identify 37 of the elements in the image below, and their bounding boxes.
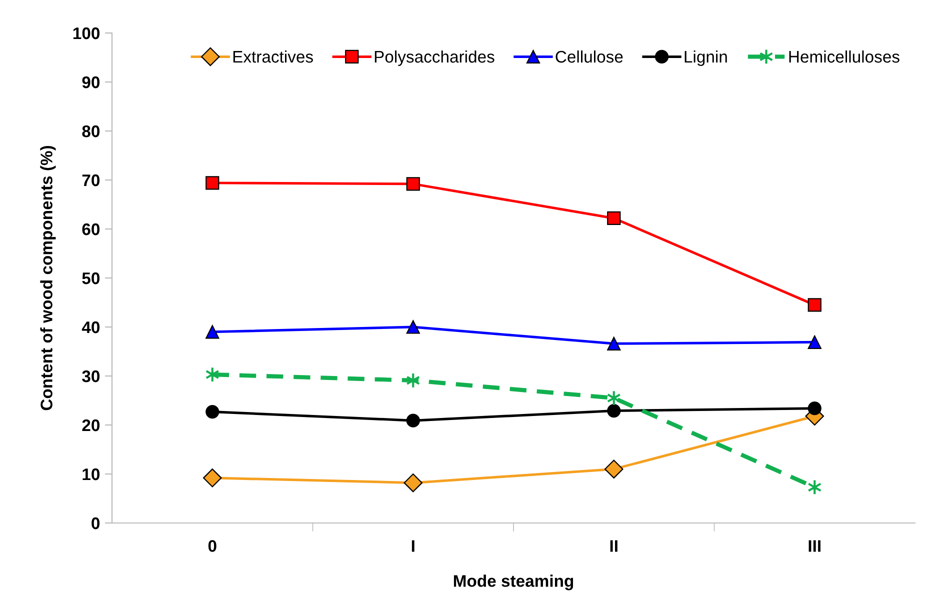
x-tick-label: I [412,540,414,552]
y-tick-label: 100 [73,27,100,40]
point [808,298,822,312]
point [202,468,222,488]
y-tick-label: 70 [82,174,100,186]
legend-label: Polysaccharides [374,50,494,66]
y-tick-label: 90 [82,76,100,88]
y-axis-title: Content of wood components (%) [40,146,56,410]
legend-label: Lignin [684,50,727,66]
point [607,211,621,226]
y-tick-label: 30 [82,370,100,382]
y-tick-label: 0 [92,517,100,530]
point [604,460,624,478]
y-tick-label: 60 [82,223,100,236]
legend-label: Cellulose [556,50,623,63]
point [206,176,220,190]
x-tick-label: II [610,540,618,552]
point [406,177,420,191]
point [406,414,420,428]
point [607,404,621,418]
point [404,473,423,492]
x-axis-title: Mode steaming [454,574,574,590]
y-tick-label: 50 [82,272,100,284]
x-tick-label: 0 [208,540,216,552]
point [406,320,420,334]
y-tick-label: 80 [82,125,100,138]
x-tick-label: III [808,540,820,552]
point [206,325,220,339]
point [607,336,621,350]
y-tick-label: 10 [82,468,100,480]
point [808,402,822,416]
point [808,335,822,349]
y-tick-label: 40 [82,321,100,334]
legend-label: Hemicelluloses [789,50,900,63]
y-tick-label: 20 [82,419,100,432]
legend-label: Extractives [233,50,313,63]
point [206,404,220,419]
